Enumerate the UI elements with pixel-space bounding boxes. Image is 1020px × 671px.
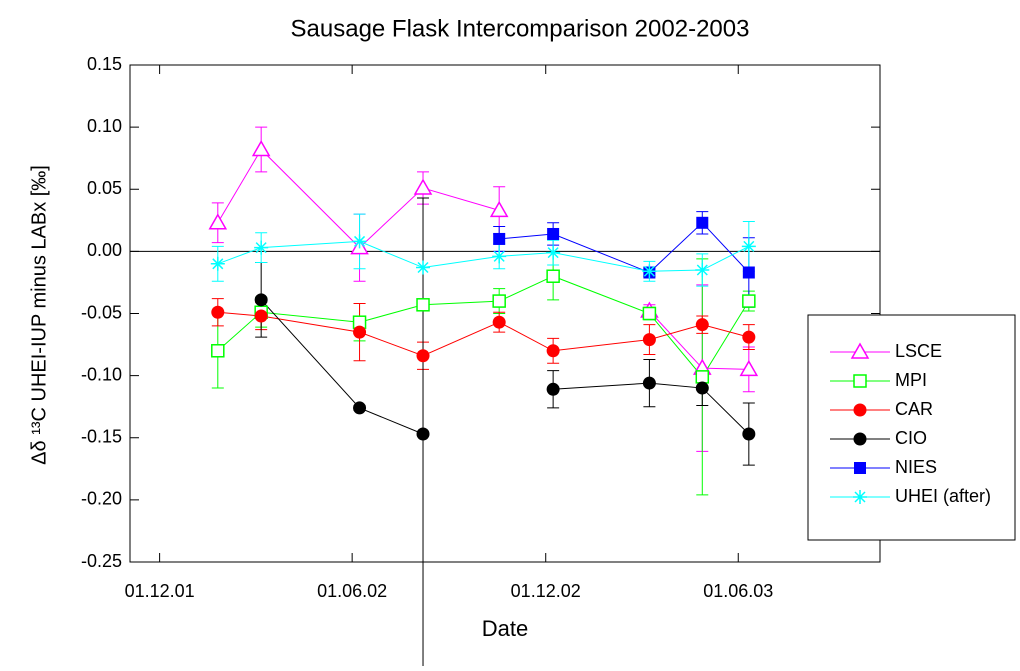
marker xyxy=(742,330,756,344)
marker xyxy=(352,234,367,249)
marker xyxy=(251,139,271,157)
series-line xyxy=(217,311,749,357)
y-tick-label: 0.10 xyxy=(87,116,122,136)
marker xyxy=(492,249,507,264)
legend-marker xyxy=(853,374,867,388)
legend-marker xyxy=(854,462,866,474)
y-tick-label: 0.00 xyxy=(87,240,122,260)
marker xyxy=(642,333,656,347)
marker xyxy=(416,260,431,275)
marker xyxy=(695,318,709,332)
marker xyxy=(492,315,506,329)
marker xyxy=(413,178,433,195)
marker xyxy=(546,344,560,358)
marker xyxy=(416,298,430,312)
x-tick-label: 01.06.03 xyxy=(703,581,773,601)
legend-marker xyxy=(853,432,867,446)
series-line xyxy=(553,382,750,435)
x-axis-label: Date xyxy=(482,616,528,641)
marker xyxy=(211,305,225,319)
marker xyxy=(254,240,269,255)
series-line xyxy=(217,275,750,378)
legend-label: CIO xyxy=(895,428,927,448)
marker xyxy=(642,376,656,390)
x-tick-label: 01.12.01 xyxy=(125,581,195,601)
legend-label: CAR xyxy=(895,399,933,419)
marker xyxy=(642,306,657,321)
marker xyxy=(254,293,268,307)
marker xyxy=(695,381,709,395)
marker xyxy=(210,256,225,271)
marker xyxy=(254,309,268,323)
marker xyxy=(741,239,756,254)
y-tick-label: 0.05 xyxy=(87,178,122,198)
marker xyxy=(696,216,709,229)
series-line xyxy=(217,240,750,272)
legend-marker xyxy=(853,490,867,504)
y-tick-label: -0.25 xyxy=(81,551,122,571)
x-tick-label: 01.12.02 xyxy=(511,581,581,601)
marker xyxy=(353,325,367,339)
y-tick-label: -0.05 xyxy=(81,302,122,322)
marker xyxy=(492,294,506,308)
marker xyxy=(493,232,506,245)
y-tick-label: 0.15 xyxy=(87,54,122,74)
marker xyxy=(742,266,755,279)
y-tick-label: -0.10 xyxy=(81,364,122,384)
marker xyxy=(416,427,430,441)
marker xyxy=(546,269,560,283)
marker xyxy=(642,264,657,279)
marker xyxy=(211,344,225,358)
legend-label: NIES xyxy=(895,457,937,477)
marker xyxy=(742,294,756,308)
marker xyxy=(742,427,756,441)
marker xyxy=(547,227,560,240)
marker xyxy=(695,370,710,384)
marker xyxy=(489,200,509,218)
legend-label: LSCE xyxy=(895,341,942,361)
legend-label: UHEI (after) xyxy=(895,486,991,506)
y-axis-label: Δδ ¹³C UHEI-IUP minus LABx [‰] xyxy=(28,165,50,465)
marker xyxy=(353,401,367,415)
legend-marker xyxy=(853,403,867,417)
legend-label: MPI xyxy=(895,370,927,390)
marker xyxy=(739,359,759,377)
marker xyxy=(695,263,710,278)
marker xyxy=(546,382,560,396)
marker xyxy=(416,349,430,363)
y-tick-label: -0.15 xyxy=(81,427,122,447)
x-tick-label: 01.06.02 xyxy=(317,581,387,601)
marker xyxy=(546,245,561,260)
chart-title: Sausage Flask Intercomparison 2002-2003 xyxy=(291,15,750,42)
y-tick-label: -0.20 xyxy=(81,489,122,509)
legend-marker xyxy=(850,342,870,359)
marker xyxy=(208,213,228,230)
